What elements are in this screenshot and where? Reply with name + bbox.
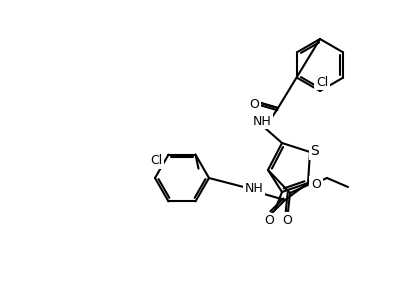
Text: O: O [281,214,291,227]
Text: Cl: Cl [315,76,327,89]
Text: S: S [310,144,319,158]
Text: NH: NH [244,181,263,195]
Text: Cl: Cl [150,154,162,167]
Text: O: O [248,97,258,110]
Text: O: O [310,178,320,191]
Text: O: O [263,214,273,227]
Text: NH: NH [252,114,271,128]
